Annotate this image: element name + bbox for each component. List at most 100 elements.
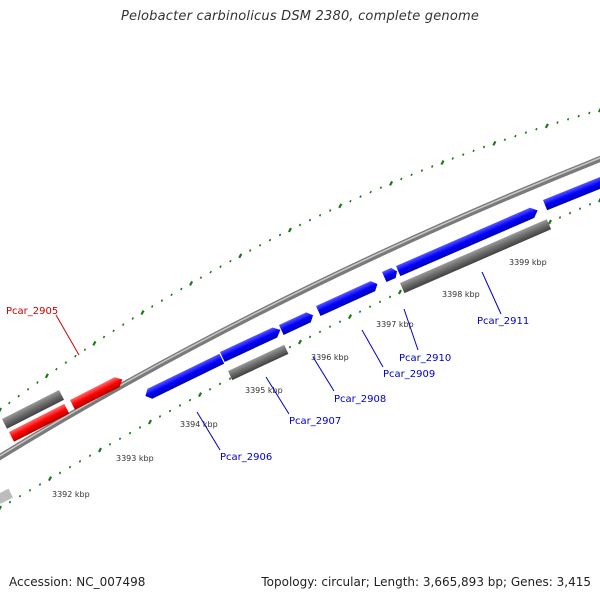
minor-tick xyxy=(482,145,486,149)
gene-feature xyxy=(70,377,123,410)
scale-label: 3397 kbp xyxy=(376,320,414,329)
minor-tick xyxy=(28,488,32,492)
genome-backbone xyxy=(0,155,600,461)
label-leaders xyxy=(55,271,502,451)
outer-tick-ring xyxy=(0,107,600,413)
genome-summary-text: Topology: circular; Length: 3,665,893 bp… xyxy=(261,575,591,589)
minor-tick xyxy=(577,114,580,118)
minor-tick xyxy=(258,243,262,247)
gene-track-red xyxy=(9,377,123,442)
minor-tick xyxy=(228,377,232,380)
minor-tick xyxy=(178,404,182,407)
gene-labels: Pcar_2905 Pcar_2906 Pcar_2907 Pcar_2908 … xyxy=(6,306,529,463)
gene-label-pcar-2907[interactable]: Pcar_2907 xyxy=(289,416,341,427)
gene-feature xyxy=(279,312,314,335)
minor-tick xyxy=(558,216,562,219)
leader-line xyxy=(196,411,221,451)
gene-track-blue xyxy=(145,173,600,399)
gene-label-pcar-2908[interactable]: Pcar_2908 xyxy=(334,394,386,405)
minor-tick xyxy=(8,500,12,504)
minor-tick xyxy=(535,127,538,131)
gene-label-pcar-2909[interactable]: Pcar_2909 xyxy=(383,369,435,380)
minor-tick xyxy=(378,300,382,304)
minor-tick xyxy=(219,265,222,268)
minor-tick xyxy=(588,111,591,115)
map-title: Pelobacter carbinolicus DSM 2380, comple… xyxy=(120,9,480,24)
minor-tick xyxy=(358,310,362,314)
scale-label: 3392 kbp xyxy=(52,490,90,499)
minor-tick xyxy=(128,431,132,435)
minor-tick xyxy=(472,149,475,153)
minor-tick xyxy=(218,382,222,386)
minor-tick xyxy=(514,134,517,138)
major-tick xyxy=(338,203,343,209)
minor-tick xyxy=(461,153,465,156)
minor-tick xyxy=(199,276,203,280)
gene-label-pcar-2911[interactable]: Pcar_2911 xyxy=(477,316,529,327)
gene-feature xyxy=(145,353,225,399)
gene-label-pcar-2905[interactable]: Pcar_2905 xyxy=(6,306,58,317)
major-tick xyxy=(297,339,303,345)
major-tick xyxy=(492,140,497,146)
gene-feature xyxy=(9,403,70,442)
minor-tick xyxy=(58,471,62,475)
minor-tick xyxy=(18,494,22,498)
leader-line xyxy=(265,376,290,415)
leader-line xyxy=(361,329,384,368)
minor-tick xyxy=(188,398,192,402)
minor-tick xyxy=(430,165,434,168)
minor-tick xyxy=(400,177,403,181)
minor-tick xyxy=(298,223,302,227)
minor-tick xyxy=(88,454,92,458)
minor-tick xyxy=(451,157,455,160)
minor-tick xyxy=(578,207,582,211)
gene-track-gray xyxy=(0,219,552,504)
minor-tick xyxy=(229,259,232,263)
minor-tick xyxy=(328,325,332,329)
minor-tick xyxy=(160,299,164,302)
minor-tick xyxy=(338,320,342,324)
minor-tick xyxy=(78,460,82,463)
minor-tick xyxy=(369,190,372,194)
minor-tick xyxy=(388,295,392,299)
minor-tick xyxy=(168,409,172,413)
gene-label-pcar-2910[interactable]: Pcar_2910 xyxy=(399,353,451,364)
accession-text: Accession: NC_007498 xyxy=(9,575,146,589)
leader-line xyxy=(481,271,502,315)
minor-tick xyxy=(308,335,312,339)
gene-feature xyxy=(228,344,289,381)
minor-tick xyxy=(379,186,383,190)
minor-tick xyxy=(83,348,87,352)
gene-feature xyxy=(400,219,552,294)
minor-tick xyxy=(68,465,72,469)
gene-feature xyxy=(220,327,281,362)
leader-line xyxy=(55,314,80,356)
minor-tick xyxy=(568,211,572,215)
minor-tick xyxy=(368,305,372,309)
minor-tick xyxy=(278,233,282,237)
scale-label: 3395 kbp xyxy=(245,386,283,395)
leader-line xyxy=(403,308,419,351)
major-tick xyxy=(440,160,445,166)
scale-label: 3399 kbp xyxy=(509,258,547,267)
minor-tick xyxy=(359,195,362,198)
minor-tick xyxy=(26,387,30,391)
minor-tick xyxy=(102,335,106,339)
minor-tick xyxy=(131,317,135,320)
scale-label: 3396 kbp xyxy=(311,353,349,362)
minor-tick xyxy=(112,329,115,333)
minor-tick xyxy=(150,305,154,308)
minor-tick xyxy=(121,323,125,326)
minor-tick xyxy=(410,173,413,177)
minor-tick xyxy=(248,249,252,252)
minor-tick xyxy=(170,293,173,297)
major-tick xyxy=(0,407,3,413)
major-tick xyxy=(197,392,203,398)
major-tick xyxy=(189,280,194,286)
minor-tick xyxy=(524,131,528,134)
leader-line xyxy=(312,356,335,392)
minor-tick xyxy=(138,426,142,429)
gene-label-pcar-2906[interactable]: Pcar_2906 xyxy=(220,452,272,463)
genome-backbone-highlight xyxy=(0,157,600,457)
minor-tick xyxy=(8,401,11,405)
